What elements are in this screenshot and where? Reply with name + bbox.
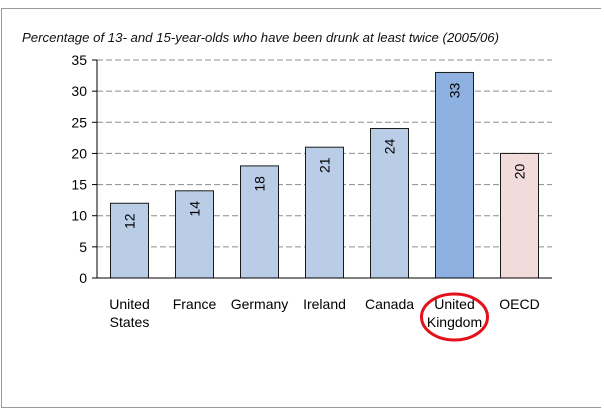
chart-frame (1, 8, 601, 408)
bar-value-label: 33 (447, 82, 463, 98)
bar (500, 152, 539, 279)
bar-value-label: 20 (512, 163, 528, 179)
annotations (420, 292, 489, 342)
bar-value-label: 12 (122, 213, 138, 229)
x-tick-label: United (109, 296, 149, 312)
highlight-circle (420, 292, 489, 342)
x-tick-label: OECD (499, 296, 539, 312)
bars: 12 14 18 21 24 33 20 (110, 71, 539, 279)
y-tick-label: 35 (71, 52, 87, 68)
y-tick-label: 30 (71, 83, 87, 99)
x-tick-label: Ireland (303, 296, 346, 312)
y-tick-labels: 0 5 10 15 20 25 30 35 (71, 52, 87, 286)
x-tick-label: States (110, 314, 150, 330)
bar-value-label: 18 (252, 176, 268, 192)
x-tick-label: France (173, 296, 217, 312)
bar (305, 146, 344, 279)
chart-title: Percentage of 13- and 15-year-olds who h… (22, 30, 500, 45)
y-tick-label: 25 (71, 114, 87, 130)
bar-value-label: 21 (317, 157, 333, 173)
x-tick-label: Canada (365, 296, 414, 312)
bar (175, 190, 214, 279)
bar-value-label: 14 (187, 201, 203, 217)
bar (435, 71, 474, 279)
y-tick-label: 15 (71, 177, 87, 193)
axes (92, 59, 552, 279)
x-tick-label: United (434, 296, 474, 312)
bar-value-label: 24 (382, 139, 398, 155)
y-tick-label: 10 (71, 208, 87, 224)
x-tick-label: Kingdom (427, 314, 482, 330)
y-tick-label: 5 (79, 239, 87, 255)
y-tick-label: 0 (79, 270, 87, 286)
bar (240, 165, 279, 279)
y-tick-label: 20 (71, 145, 87, 161)
x-tick-labels: United States France Germany Ireland Canada Un… (109, 296, 539, 330)
x-tick-label: Germany (231, 296, 289, 312)
